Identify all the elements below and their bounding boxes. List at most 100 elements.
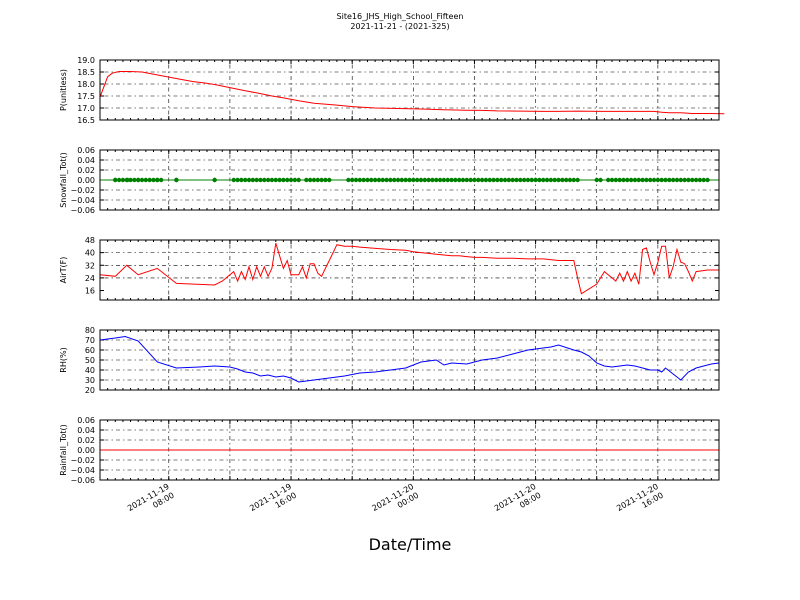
y-tick-label: −0.06	[70, 476, 95, 485]
x-tick-label: 2021-11-1916:00	[248, 482, 298, 522]
data-point	[399, 177, 405, 183]
data-point	[533, 177, 538, 183]
data-point	[361, 177, 366, 183]
data-point	[380, 177, 385, 183]
y-tick-label: 0.02	[77, 436, 95, 445]
data-point	[563, 177, 569, 183]
x-axis-label: Date/Time	[369, 535, 452, 554]
data-point	[254, 177, 259, 183]
data-point	[384, 177, 389, 183]
data-point	[116, 177, 122, 183]
y-tick-label: 18.5	[77, 68, 95, 77]
y-tick-label: 0.00	[77, 446, 95, 455]
y-tick-label: 60	[85, 346, 95, 355]
data-point	[670, 177, 676, 183]
data-point	[499, 177, 504, 183]
data-point	[693, 177, 699, 183]
data-point	[128, 177, 133, 183]
data-point	[655, 177, 661, 183]
data-point	[353, 177, 359, 183]
data-point	[518, 177, 523, 183]
data-point	[548, 177, 554, 183]
data-point	[651, 177, 657, 183]
data-point	[479, 177, 485, 183]
subplots: 16.5 17.0 17.5 18.0 18.5 19.0 P(unitless) −0.06…	[59, 56, 725, 485]
y-tick-label: 19.0	[77, 56, 95, 65]
y-tick-label: 17.0	[77, 104, 95, 113]
data-point	[613, 177, 619, 183]
y-tick-label: 17.5	[77, 92, 95, 101]
data-point	[281, 177, 286, 183]
data-point	[246, 177, 252, 183]
data-point	[690, 177, 695, 183]
data-point	[625, 177, 630, 183]
y-axis-label: AirT(F)	[59, 257, 68, 284]
y-axis-label: Snowfall_Tot()	[59, 152, 68, 208]
data-point	[659, 177, 664, 183]
data-point	[132, 177, 137, 183]
y-axis-label: Rainfall_Tot()	[59, 424, 68, 476]
data-point	[674, 177, 680, 183]
data-point	[273, 177, 278, 183]
data-point	[403, 177, 408, 183]
data-point	[147, 177, 152, 183]
data-point	[143, 177, 149, 183]
data-point	[632, 177, 638, 183]
data-point	[456, 177, 462, 183]
data-point	[212, 177, 217, 183]
data-point	[296, 177, 301, 183]
data-point	[411, 177, 416, 183]
data-point	[422, 177, 427, 183]
data-point	[476, 177, 481, 183]
data-point	[571, 177, 577, 183]
data-point	[648, 177, 653, 183]
data-point	[594, 177, 599, 183]
data-point	[414, 177, 420, 183]
y-tick-label: 40	[85, 366, 95, 375]
data-point	[158, 177, 164, 183]
data-point	[292, 177, 298, 183]
data-point	[262, 177, 267, 183]
y-tick-label: 24	[85, 274, 95, 283]
y-tick-label: 0.00	[77, 176, 95, 185]
data-point	[621, 177, 626, 183]
data-point	[445, 177, 450, 183]
data-point	[395, 177, 401, 183]
data-point	[575, 177, 580, 183]
data-point	[502, 177, 508, 183]
subplot-snowfall: −0.06−0.04−0.020.000.020.040.06 Snowfall_…	[59, 146, 720, 215]
x-tick-label: 2021-11-2016:00	[615, 482, 665, 522]
data-point	[441, 177, 447, 183]
subplot-pressure: 16.5 17.0 17.5 18.0 18.5 19.0 P(unitless)	[59, 56, 725, 125]
data-point	[449, 177, 454, 183]
data-point	[640, 177, 645, 183]
data-point	[525, 177, 531, 183]
data-point	[139, 177, 145, 183]
y-tick-label: 0.04	[77, 426, 95, 435]
data-point	[472, 177, 477, 183]
plot-frame	[99, 419, 720, 481]
data-point	[667, 177, 672, 183]
data-point	[311, 177, 317, 183]
data-point	[487, 177, 492, 183]
y-tick-label: 32	[85, 261, 95, 270]
y-tick-label: −0.02	[70, 186, 95, 195]
data-point	[372, 177, 378, 183]
y-tick-label: 0.06	[77, 146, 95, 155]
series-line-rh	[99, 335, 720, 383]
data-point	[514, 177, 519, 183]
data-point	[598, 177, 603, 183]
y-tick-label: 80	[85, 326, 95, 335]
data-point	[464, 177, 470, 183]
data-point	[323, 177, 328, 183]
data-point	[541, 177, 546, 183]
data-point	[609, 177, 615, 183]
chart-subtitle: 2021-11-21 - (2021-325)	[350, 22, 449, 31]
data-point	[663, 177, 668, 183]
y-tick-label: 18.0	[77, 80, 95, 89]
subplot-airtemp: 16 24 32 40 48 AirT(F)	[59, 236, 720, 301]
data-point	[567, 177, 573, 183]
y-tick-label: 0.04	[77, 156, 95, 165]
